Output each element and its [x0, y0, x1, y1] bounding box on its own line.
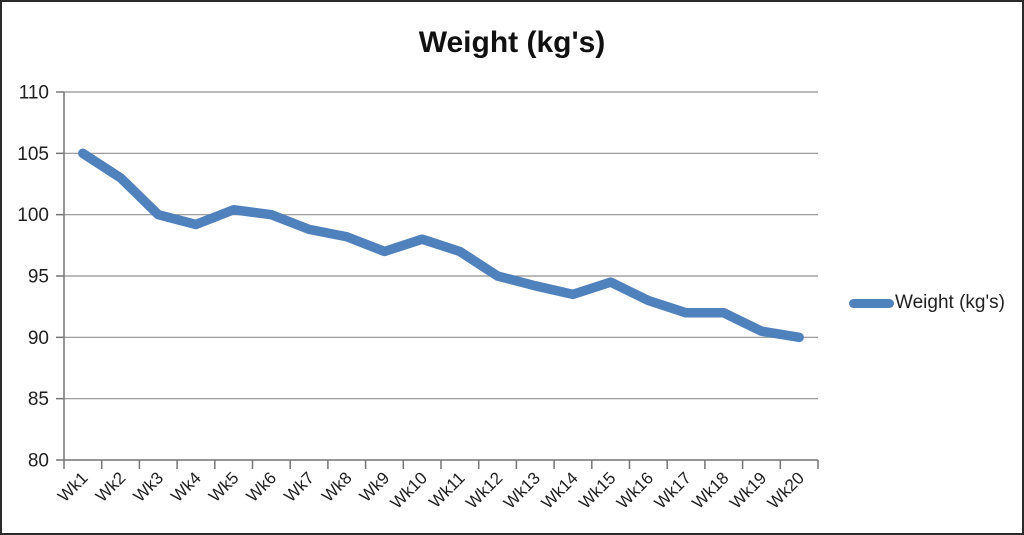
- y-tick-label: 95: [28, 267, 49, 288]
- x-tick-label-wk15: Wk15: [575, 468, 619, 512]
- y-tick-label: 90: [28, 328, 49, 349]
- x-tick-label-wk20: Wk20: [764, 468, 808, 512]
- legend: Weight (kg's): [849, 292, 1005, 314]
- chart-title: Weight (kg's): [418, 26, 606, 59]
- x-tick-label-wk10: Wk10: [387, 468, 431, 512]
- legend-label: Weight (kg's): [895, 292, 1005, 313]
- y-tick-label: 80: [28, 451, 49, 472]
- x-tick-label-wk18: Wk18: [688, 468, 732, 512]
- x-tick-label-wk12: Wk12: [462, 468, 506, 512]
- x-tick-label-wk8: Wk8: [318, 468, 355, 505]
- x-tick-label-wk11: Wk11: [425, 468, 468, 511]
- x-tick-label-wk13: Wk13: [500, 468, 544, 512]
- x-tick-label-wk7: Wk7: [280, 468, 317, 505]
- x-tick-label-wk14: Wk14: [538, 468, 582, 512]
- y-tick-label: 110: [19, 83, 49, 104]
- x-tick-label-wk16: Wk16: [613, 468, 657, 512]
- y-tick-label: 85: [28, 389, 49, 410]
- legend-line-marker: [849, 298, 894, 308]
- x-tick-label-wk6: Wk6: [243, 468, 280, 505]
- y-tick-label: 100: [17, 205, 49, 226]
- x-tick-label-wk17: Wk17: [651, 468, 695, 512]
- x-tick-label-wk19: Wk19: [726, 468, 770, 512]
- series-line-weight: [78, 148, 804, 343]
- y-tick-label: 105: [17, 144, 49, 165]
- x-tick-label-wk3: Wk3: [130, 468, 167, 505]
- x-tick-label-wk4: Wk4: [167, 468, 204, 505]
- x-tick-label-wk5: Wk5: [205, 468, 242, 505]
- x-tick-label-wk1: Wk1: [54, 468, 91, 505]
- x-tick-label-wk2: Wk2: [92, 468, 129, 505]
